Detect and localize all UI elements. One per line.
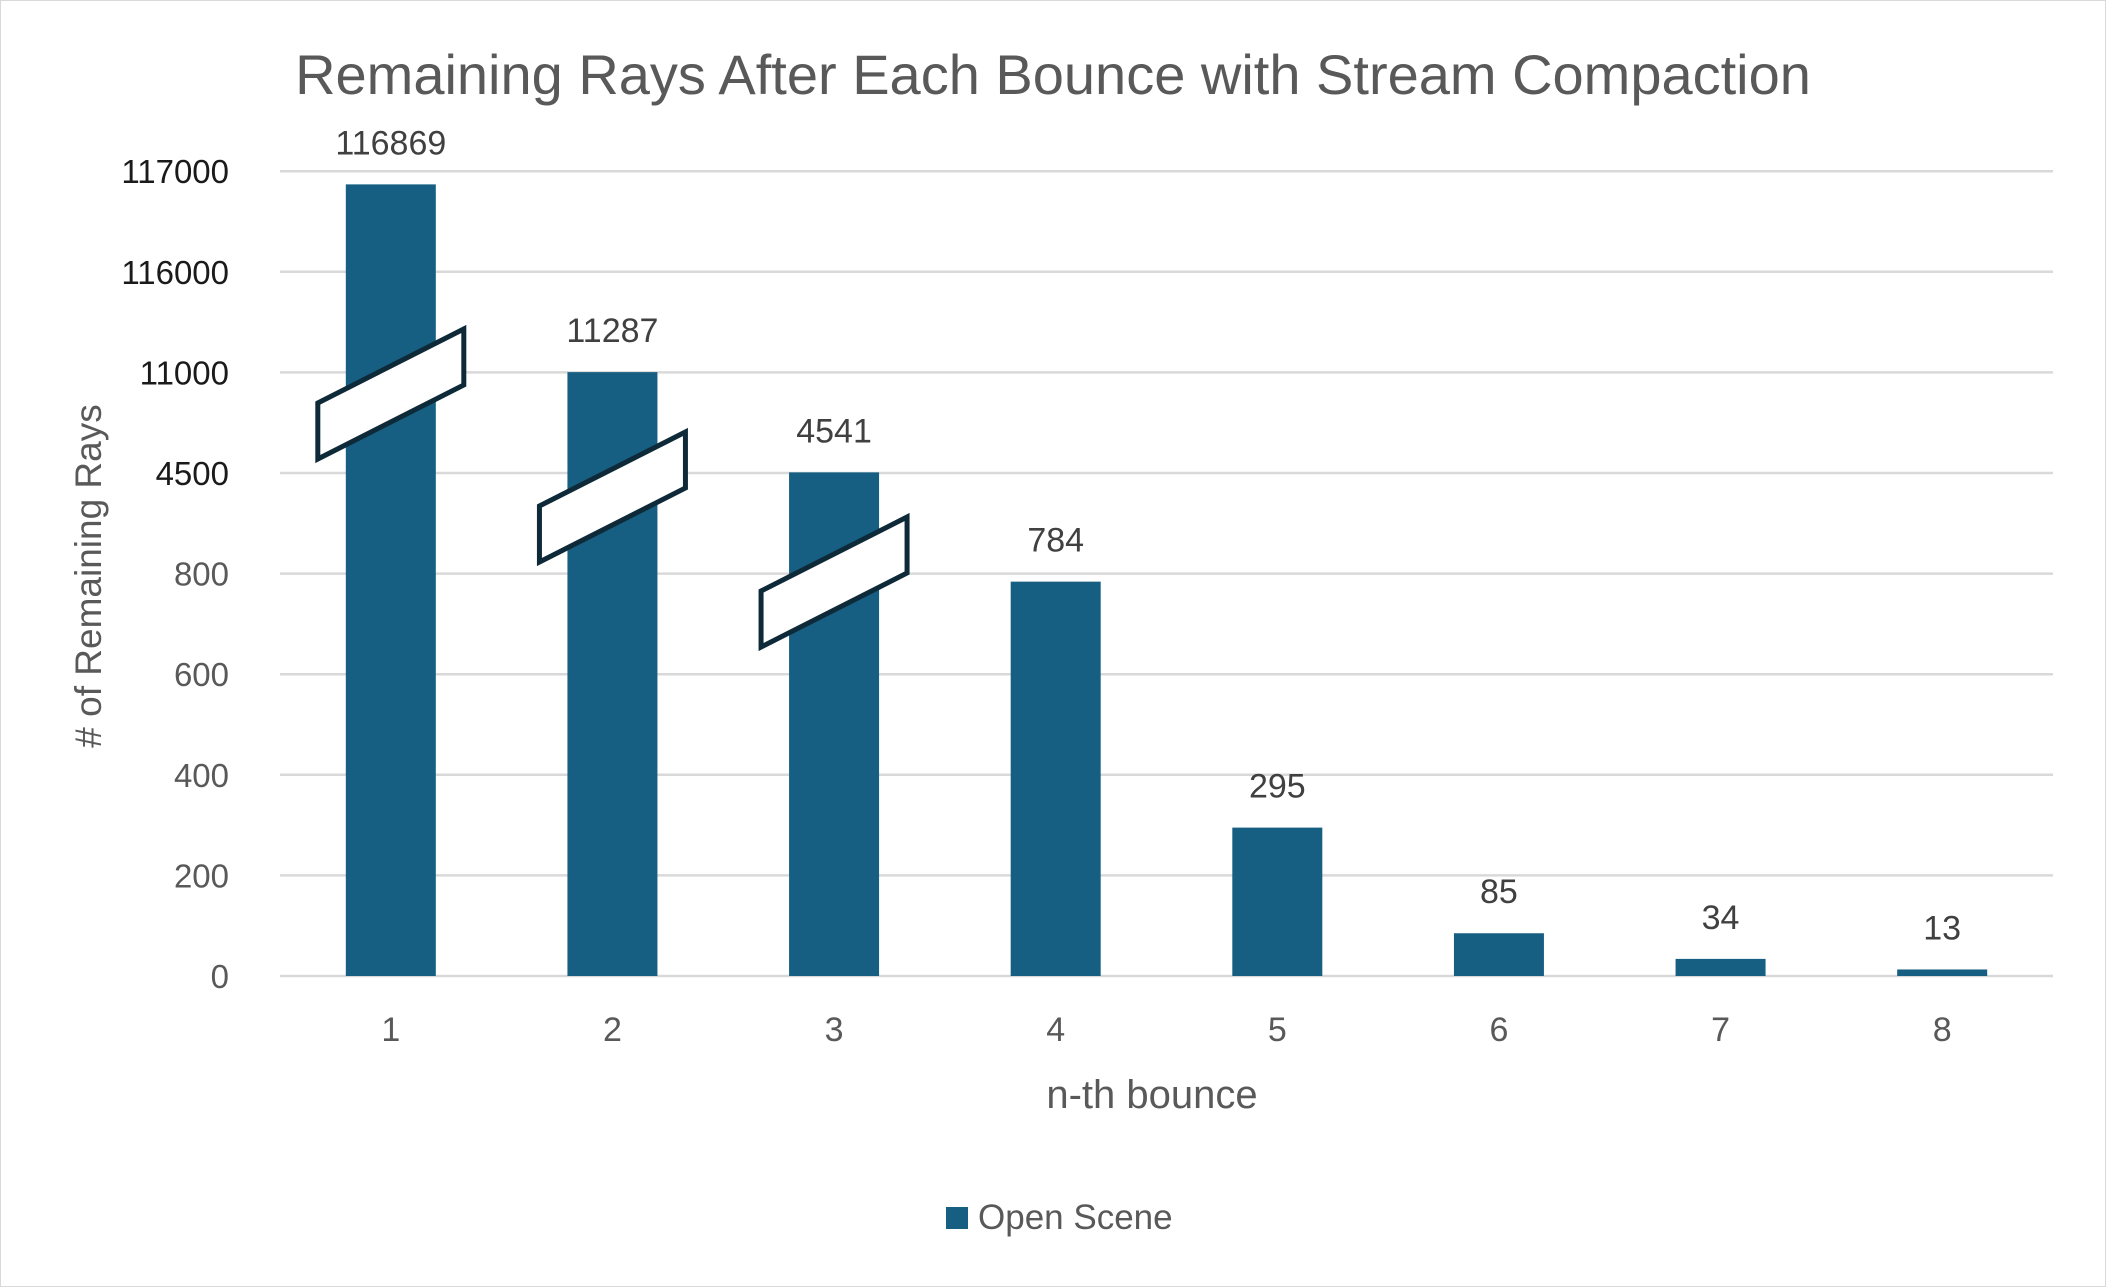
x-tick-label: 3 xyxy=(825,1011,844,1049)
axis-break-marker xyxy=(758,512,910,652)
bar xyxy=(1897,969,1988,976)
bar xyxy=(1010,581,1101,976)
y-tick-label: 800 xyxy=(174,556,229,593)
bar xyxy=(345,184,436,976)
data-label: 295 xyxy=(1249,768,1306,806)
axis-break-marker xyxy=(315,324,467,464)
gridlines xyxy=(280,169,2053,978)
data-label: 784 xyxy=(1027,522,1084,560)
bar xyxy=(1232,827,1323,976)
y-tick-label: 0 xyxy=(211,958,229,995)
y-tick-label: 116000 xyxy=(121,254,229,291)
axis-break-marker xyxy=(536,427,688,567)
axis-break-markers xyxy=(315,324,910,652)
x-tick-label: 6 xyxy=(1489,1011,1508,1049)
bar xyxy=(1675,958,1766,976)
y-tick-label: 200 xyxy=(174,857,229,894)
x-tick-label: 2 xyxy=(603,1011,622,1049)
bar xyxy=(1453,933,1544,976)
chart-title: Remaining Rays After Each Bounce with St… xyxy=(295,43,1811,106)
data-label: 116869 xyxy=(335,124,446,162)
data-labels: 116869 11287 4541 784 295 85 34 13 xyxy=(335,124,1961,947)
x-tick-label: 1 xyxy=(381,1011,400,1049)
data-label: 13 xyxy=(1923,909,1961,947)
data-label: 85 xyxy=(1480,873,1518,911)
legend-label: Open Scene xyxy=(978,1198,1173,1237)
y-tick-label: 4500 xyxy=(156,455,229,492)
y-tick-label: 117000 xyxy=(121,153,229,190)
y-axis-ticks: 0 200 400 600 800 4500 11000 116000 117000 xyxy=(121,153,229,995)
y-tick-label: 11000 xyxy=(140,354,229,391)
data-label: 34 xyxy=(1702,899,1740,937)
data-label: 11287 xyxy=(566,312,658,350)
legend: Open Scene xyxy=(946,1198,1173,1237)
x-tick-label: 5 xyxy=(1268,1011,1287,1049)
legend-swatch xyxy=(946,1207,968,1229)
y-tick-label: 600 xyxy=(174,656,229,693)
x-tick-label: 7 xyxy=(1711,1011,1730,1049)
data-label: 4541 xyxy=(796,412,872,450)
bars xyxy=(345,184,1988,977)
x-axis-title: n-th bounce xyxy=(1046,1073,1257,1117)
x-tick-label: 8 xyxy=(1933,1011,1952,1049)
x-axis-ticks: 1 2 3 4 5 6 7 8 xyxy=(381,1011,1951,1049)
y-tick-label: 400 xyxy=(174,757,229,794)
x-tick-label: 4 xyxy=(1046,1011,1065,1049)
y-axis-title: # of Remaining Rays xyxy=(68,404,109,747)
